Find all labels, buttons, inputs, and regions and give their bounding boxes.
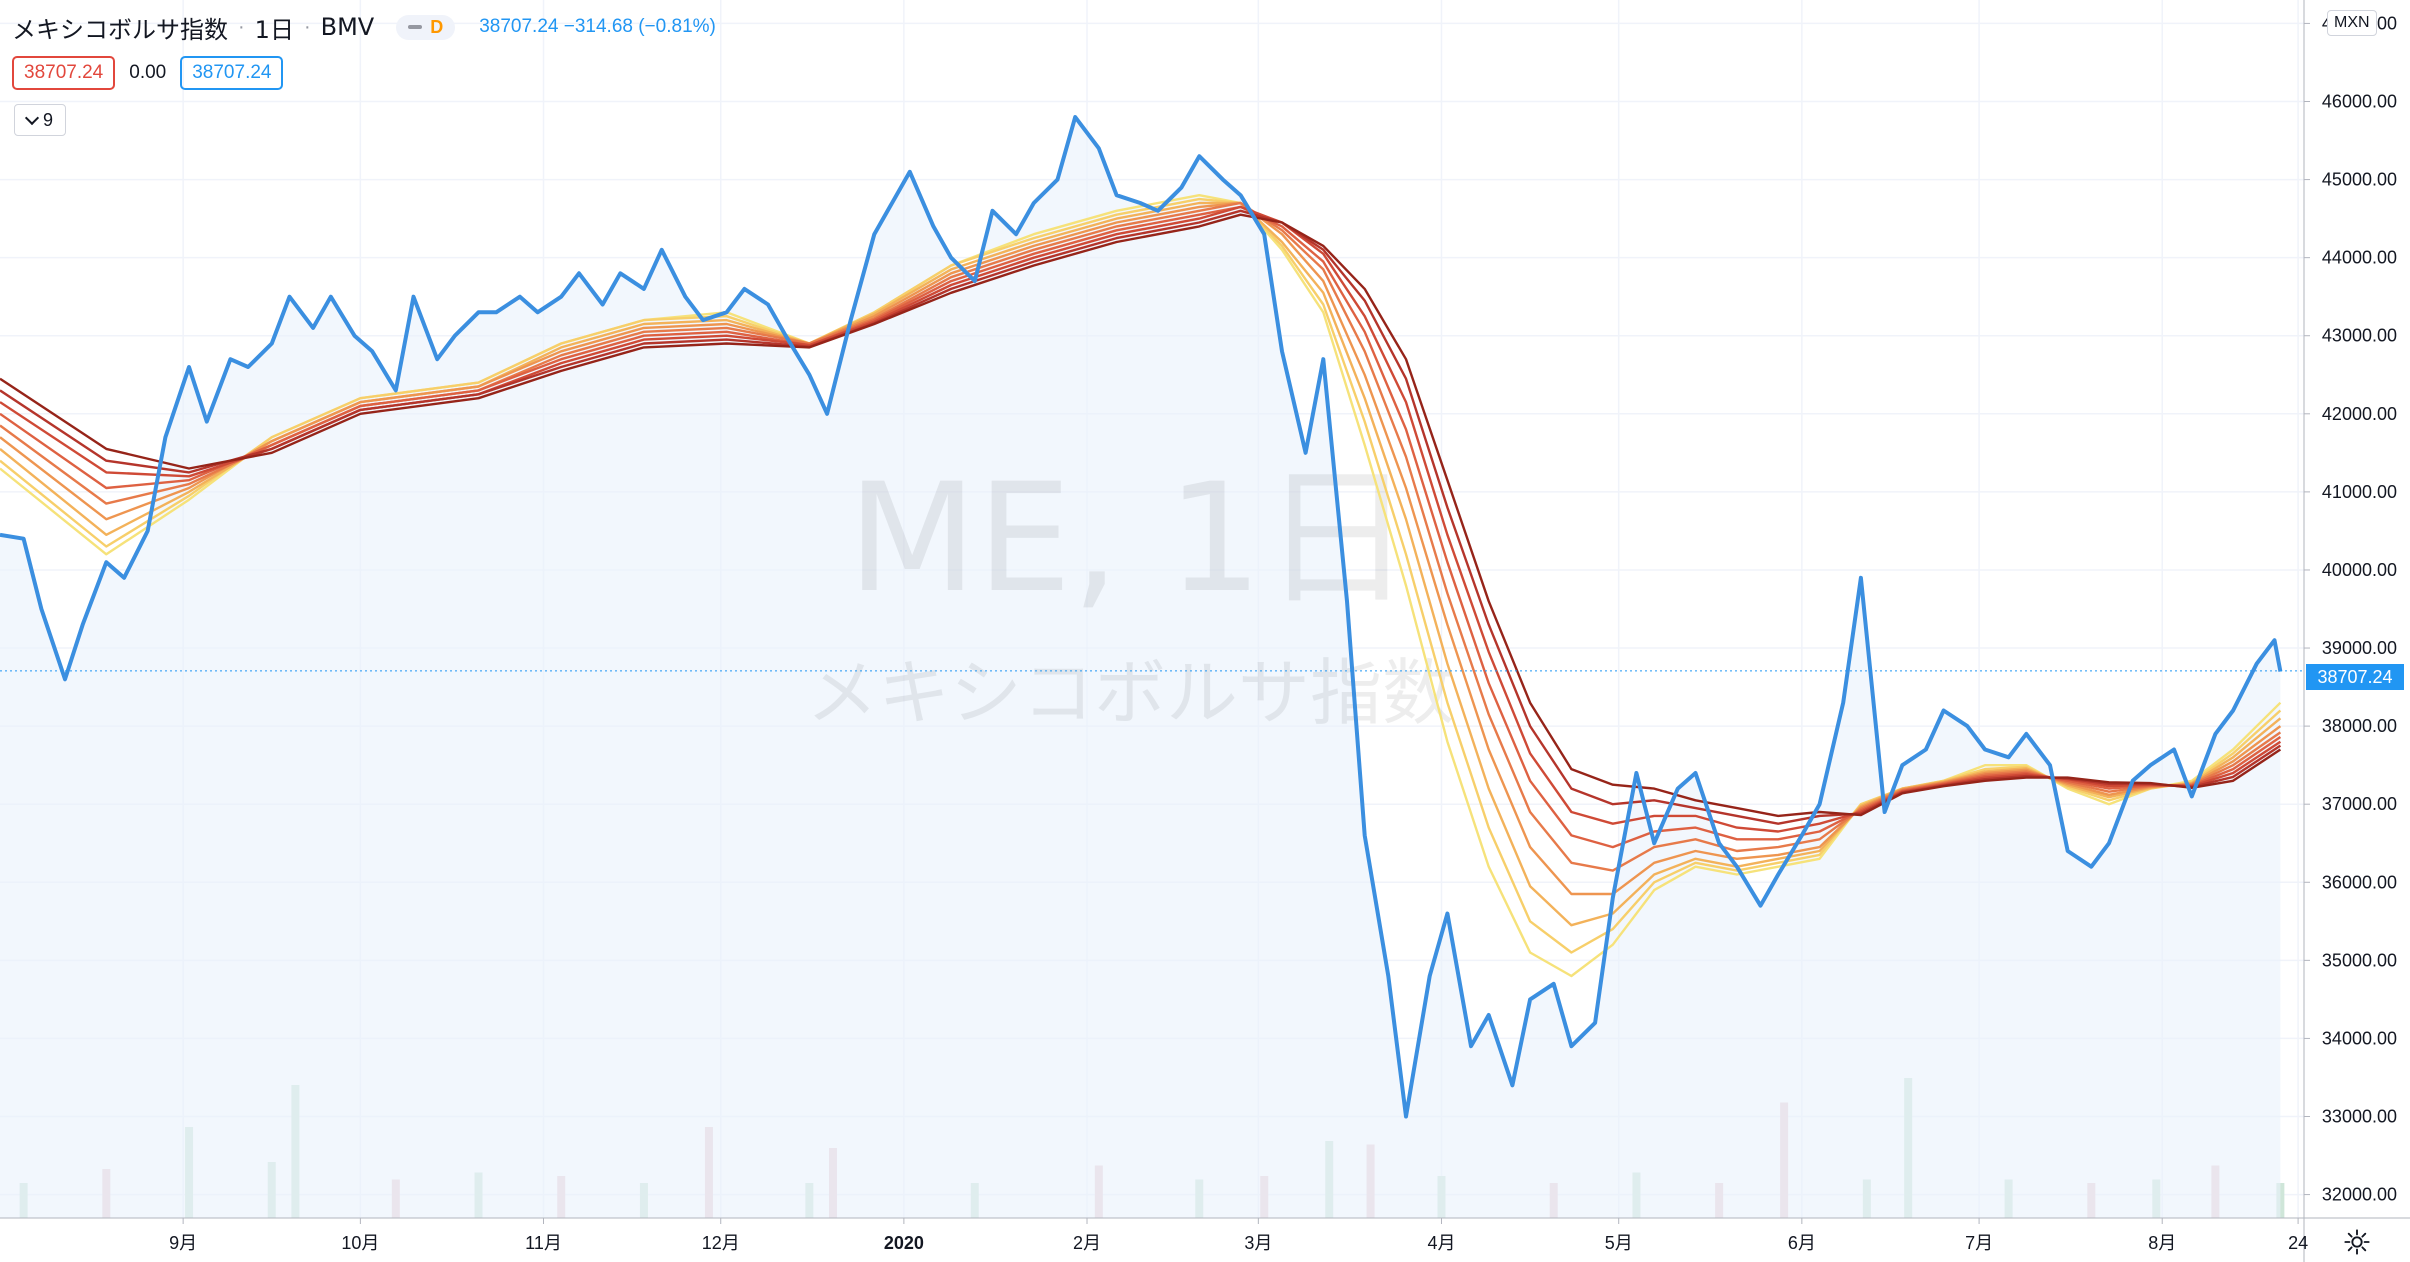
indicator-count: 9 — [42, 109, 53, 130]
time-axis-labels: 9月 10月 11月 12月 2020 2月 3月 4月 5月 6月 7月 8月 24 — [169, 1218, 2308, 1253]
quote-summary: 38707.24 −314.68 (−0.81%) — [479, 16, 716, 37]
watermark: ME, 1日 メキシコボルサ指数 — [806, 452, 1454, 735]
watermark-name: メキシコボルサ指数 — [806, 651, 1454, 735]
watermark-symbol: ME, 1日 — [848, 452, 1413, 626]
interval-label[interactable]: 1日 — [254, 15, 294, 44]
ema-ribbon-line — [0, 201, 2282, 896]
time-tick-label: 5月 — [1605, 1233, 1633, 1253]
price-tick-label: 35000.00 — [2322, 950, 2397, 970]
price-tick-label: 42000.00 — [2322, 404, 2397, 424]
bid-ask-row: 38707.24 0.00 38707.24 — [12, 56, 284, 90]
price-area-fill — [0, 117, 2281, 1219]
ema-ribbon-line — [0, 201, 2282, 927]
chart-header: メキシコボルサ指数 · 1日 · BMV D 38707.24 −314.68 … — [12, 12, 716, 44]
symbol-title[interactable]: メキシコボルサ指数 — [12, 15, 228, 44]
price-tick-label: 33000.00 — [2322, 1107, 2397, 1127]
time-tick-label: 11月 — [525, 1233, 562, 1253]
price-tick-label: 39000.00 — [2322, 638, 2397, 658]
price-tick-label: 36000.00 — [2322, 872, 2397, 892]
status-dash-icon — [408, 25, 423, 29]
price-tick-label: 40000.00 — [2322, 560, 2397, 580]
time-tick-label: 6月 — [1788, 1233, 1816, 1253]
sell-price-button[interactable]: 38707.24 — [12, 56, 116, 90]
ema-ribbon-line — [0, 205, 2282, 833]
chevron-down-icon — [24, 110, 40, 125]
price-tick-label: 37000.00 — [2322, 794, 2397, 814]
time-tick-label: 9月 — [169, 1233, 197, 1253]
delayed-data-badge: D — [430, 16, 444, 37]
separator-dot: · — [238, 15, 245, 38]
time-tick-label: 2020 — [884, 1233, 924, 1253]
indicators-collapse-button[interactable]: 9 — [14, 104, 66, 136]
time-tick-label: 12月 — [702, 1233, 740, 1253]
time-tick-label: 3月 — [1244, 1233, 1272, 1253]
time-tick-label: 2月 — [1073, 1233, 1101, 1253]
price-line — [0, 115, 2283, 1119]
buy-price-button[interactable]: 38707.24 — [180, 56, 284, 90]
ema-ribbon — [0, 194, 2282, 978]
price-tick-label: 41000.00 — [2322, 482, 2397, 502]
ema-ribbon-line — [0, 205, 2282, 849]
ema-ribbon-line — [0, 213, 2282, 818]
price-tick-label: 46000.00 — [2322, 92, 2397, 112]
ema-ribbon-line — [0, 197, 2282, 954]
time-tick-label: 7月 — [1965, 1233, 1993, 1253]
price-tick-label: 43000.00 — [2322, 326, 2397, 346]
price-tick-label: 32000.00 — [2322, 1185, 2397, 1205]
price-tick-label: 34000.00 — [2322, 1028, 2397, 1048]
price-tick-label: 38000.00 — [2322, 716, 2397, 736]
separator-dot: · — [303, 15, 311, 38]
time-tick-label: 4月 — [1427, 1233, 1455, 1253]
price-tick-label: 44000.00 — [2322, 248, 2397, 268]
time-tick-label: 10月 — [341, 1233, 379, 1253]
ema-ribbon-line — [0, 201, 2282, 872]
spread-value: 0.00 — [129, 62, 167, 83]
time-tick-label: 24 — [2288, 1233, 2308, 1253]
time-tick-label: 8月 — [2148, 1233, 2176, 1253]
ema-ribbon-line — [0, 209, 2282, 825]
currency-badge[interactable]: MXN — [2327, 10, 2377, 36]
gear-icon[interactable] — [2343, 1228, 2371, 1256]
price-tick-label: 45000.00 — [2322, 170, 2397, 190]
market-status-pill[interactable]: D — [396, 14, 456, 40]
price-axis-labels: 47000.0046000.0045000.0044000.0043000.00… — [2304, 13, 2397, 1205]
exchange-label: BMV — [320, 13, 375, 41]
last-price-label: 38707.24 — [2306, 664, 2404, 690]
